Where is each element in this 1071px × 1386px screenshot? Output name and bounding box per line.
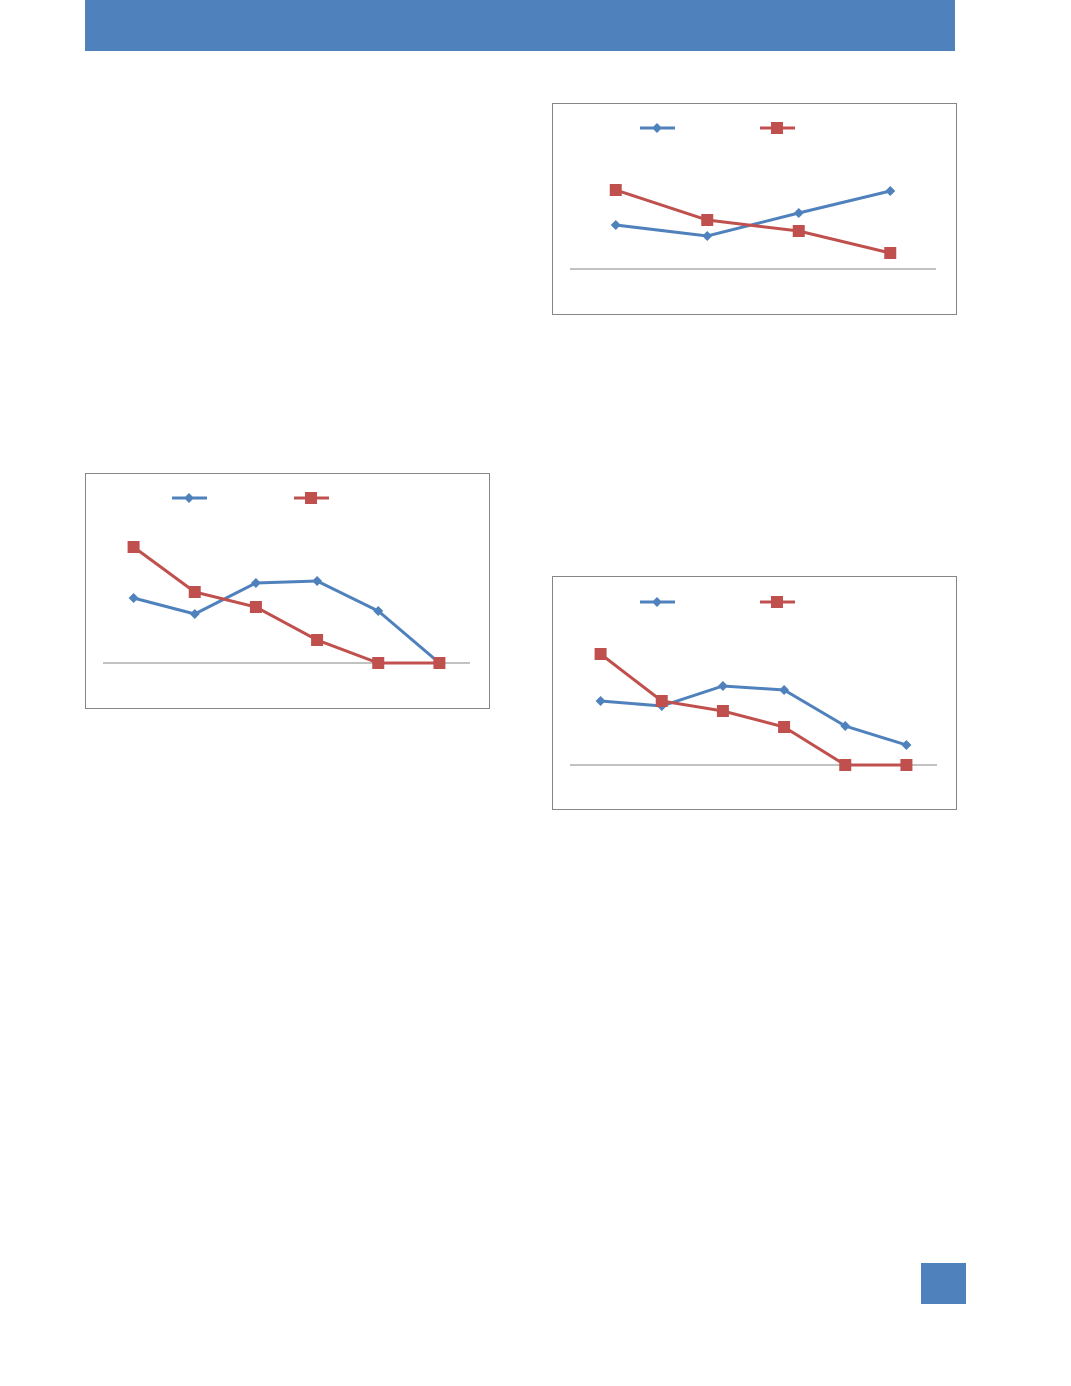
legend-marker [771,596,783,608]
point-marker [610,220,621,230]
legend-marker [652,597,662,607]
point-marker [609,184,622,196]
legend-marker [305,492,317,504]
point-marker [655,695,668,707]
series-line [599,652,907,767]
point-marker [717,681,728,691]
point-marker [779,685,790,695]
chart-frame [85,473,490,709]
legend-marker [184,493,194,503]
point-marker [716,705,729,717]
point-marker [127,541,140,553]
point-marker [702,231,713,241]
point-marker [900,759,913,771]
point-marker [128,593,139,603]
point-marker [594,648,607,660]
point-marker [885,186,896,196]
point-marker [311,634,324,646]
header-bar [85,0,955,51]
point-marker [189,609,200,619]
point-marker [840,721,851,731]
legend-marker [771,122,783,134]
chart-frame [552,103,957,315]
series-line [132,545,440,665]
point-marker [250,578,261,588]
chart-frame [552,576,957,810]
page-number-box [921,1263,966,1304]
point-marker [249,601,262,613]
point-marker [595,696,606,706]
point-marker [701,214,714,226]
point-marker [373,606,384,616]
series-line [600,684,907,747]
point-marker [188,586,201,598]
legend-marker [652,123,662,133]
point-marker [792,225,805,237]
point-marker [372,657,385,669]
point-marker [312,576,323,586]
point-marker [839,759,852,771]
point-marker [901,740,912,750]
series-line [133,579,441,665]
point-marker [884,247,897,259]
point-marker [433,657,446,669]
series-line [615,188,891,255]
point-marker [778,721,791,733]
point-marker [793,208,804,218]
